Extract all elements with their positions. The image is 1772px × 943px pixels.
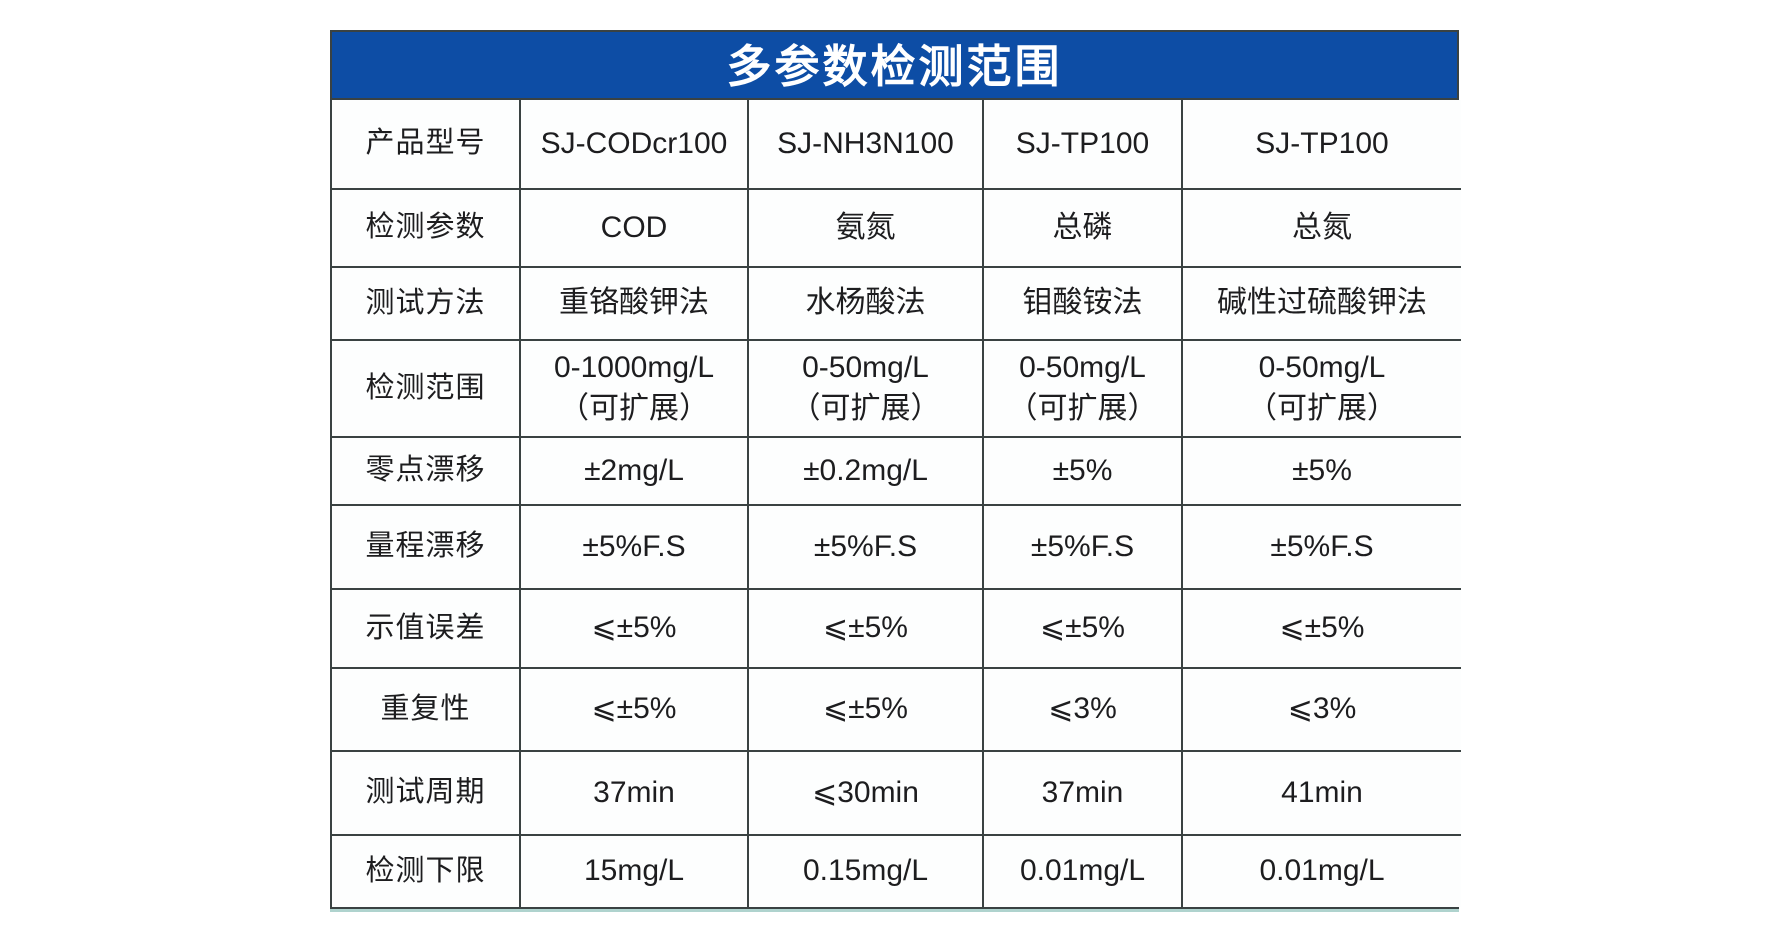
table-cell: 0-1000mg/L （可扩展）	[519, 339, 749, 438]
table-cell: 15mg/L	[519, 834, 749, 907]
table-cell: ⩽±5%	[1181, 588, 1461, 669]
row-label: 测试周期	[332, 750, 521, 836]
table-cell: 碱性过硫酸钾法	[1181, 266, 1461, 341]
table-cell: 总磷	[982, 188, 1183, 268]
table-cell: ⩽±5%	[747, 588, 984, 669]
table-cell: 0.01mg/L	[1181, 834, 1461, 907]
table-cell: ⩽3%	[1181, 667, 1461, 752]
table-cell: 水杨酸法	[747, 266, 984, 341]
table-cell: 氨氮	[747, 188, 984, 268]
table-cell: 重铬酸钾法	[519, 266, 749, 341]
table-cell: 0-50mg/L （可扩展）	[747, 339, 984, 438]
table-cell: ±5%F.S	[519, 504, 749, 590]
table-title: 多参数检测范围	[726, 40, 1063, 92]
table-cell: ±5%	[982, 436, 1183, 506]
table-row: 量程漂移 ±5%F.S ±5%F.S ±5%F.S ±5%F.S	[332, 504, 1461, 590]
table-cell: 0-50mg/L （可扩展）	[982, 339, 1183, 438]
table-cell: ±5%F.S	[982, 504, 1183, 590]
row-label: 示值误差	[332, 588, 521, 669]
table-cell: ⩽±5%	[519, 667, 749, 752]
table-cell: COD	[519, 188, 749, 268]
table-cell: ⩽±5%	[747, 667, 984, 752]
table-cell: SJ-TP100	[982, 100, 1183, 190]
row-label: 检测参数	[332, 188, 521, 268]
row-label: 量程漂移	[332, 504, 521, 590]
table-cell: ±0.2mg/L	[747, 436, 984, 506]
table-cell: ⩽±5%	[982, 588, 1183, 669]
table-row: 产品型号 SJ-CODcr100 SJ-NH3N100 SJ-TP100 SJ-…	[332, 100, 1461, 190]
table-cell: SJ-TP100	[1181, 100, 1461, 190]
table-title-bar: 多参数检测范围	[332, 32, 1457, 100]
row-label: 零点漂移	[332, 436, 521, 506]
table-cell: ±5%F.S	[747, 504, 984, 590]
table-cell: ⩽±5%	[519, 588, 749, 669]
table-cell: 钼酸铵法	[982, 266, 1183, 341]
table-row: 检测范围 0-1000mg/L （可扩展） 0-50mg/L （可扩展） 0-5…	[332, 339, 1461, 438]
table-cell: ±5%F.S	[1181, 504, 1461, 590]
row-label: 检测范围	[332, 339, 521, 438]
table-cell: ⩽3%	[982, 667, 1183, 752]
table-cell: 37min	[519, 750, 749, 836]
spec-table: 产品型号 SJ-CODcr100 SJ-NH3N100 SJ-TP100 SJ-…	[332, 100, 1461, 907]
table-cell: ±2mg/L	[519, 436, 749, 506]
table-cell: ⩽30min	[747, 750, 984, 836]
row-label: 测试方法	[332, 266, 521, 341]
table-cell: 37min	[982, 750, 1183, 836]
table-cell: 41min	[1181, 750, 1461, 836]
table-cell: ±5%	[1181, 436, 1461, 506]
table-cell: 0.15mg/L	[747, 834, 984, 907]
table-cell: SJ-NH3N100	[747, 100, 984, 190]
table-cell: 总氮	[1181, 188, 1461, 268]
row-label: 产品型号	[332, 100, 521, 190]
spec-table-container: 多参数检测范围 产品型号 SJ-CODcr100 SJ-NH3N100 SJ-T…	[330, 30, 1461, 909]
table-cell: 0-50mg/L （可扩展）	[1181, 339, 1461, 438]
table-row: 重复性 ⩽±5% ⩽±5% ⩽3% ⩽3%	[332, 667, 1461, 752]
table-row: 零点漂移 ±2mg/L ±0.2mg/L ±5% ±5%	[332, 436, 1461, 506]
row-label: 检测下限	[332, 834, 521, 907]
row-label: 重复性	[332, 667, 521, 752]
table-cell: SJ-CODcr100	[519, 100, 749, 190]
table-row: 测试周期 37min ⩽30min 37min 41min	[332, 750, 1461, 836]
table-cell: 0.01mg/L	[982, 834, 1183, 907]
table-row: 示值误差 ⩽±5% ⩽±5% ⩽±5% ⩽±5%	[332, 588, 1461, 669]
table-row: 检测参数 COD 氨氮 总磷 总氮	[332, 188, 1461, 268]
table-row: 检测下限 15mg/L 0.15mg/L 0.01mg/L 0.01mg/L	[332, 834, 1461, 907]
table-row: 测试方法 重铬酸钾法 水杨酸法 钼酸铵法 碱性过硫酸钾法	[332, 266, 1461, 341]
